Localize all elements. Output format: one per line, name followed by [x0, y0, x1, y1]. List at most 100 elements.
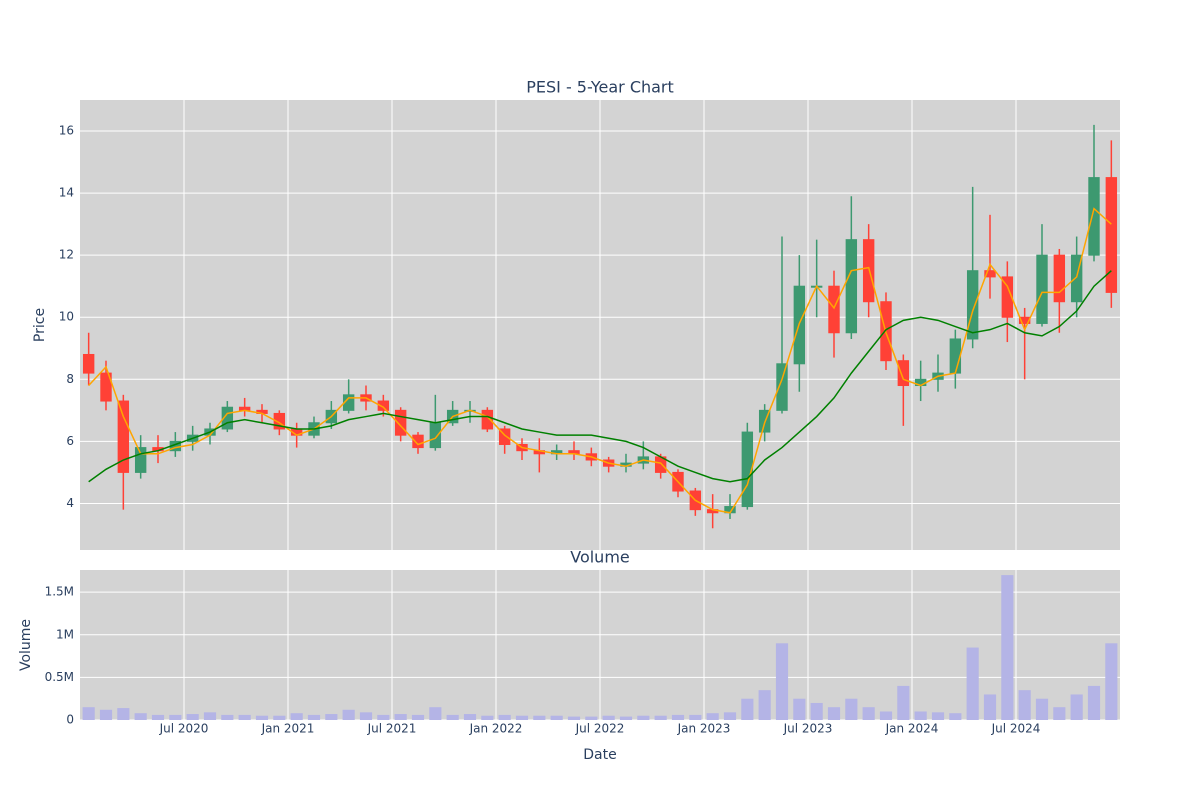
volume-bar [879, 711, 893, 720]
volume-bar [1018, 690, 1031, 720]
volume-bar [498, 714, 511, 720]
x-tick-label: Jul 2024 [991, 722, 1041, 736]
y-tick-label: 10 [59, 310, 74, 324]
volume-bar [481, 715, 494, 720]
x-tick-label: Jan 2022 [469, 722, 523, 736]
y-tick-label: 8 [66, 372, 74, 386]
candle-body [776, 363, 788, 411]
volume-bar [186, 714, 199, 720]
volume-bar [533, 715, 546, 720]
volume-bar [429, 707, 442, 720]
x-tick-label: Jan 2024 [885, 722, 939, 736]
candle-body [100, 372, 112, 402]
volume-bar [671, 714, 685, 720]
volume-bar [411, 714, 425, 720]
candle-body [1070, 254, 1083, 303]
volume-bar [637, 715, 650, 720]
candle-body [134, 447, 147, 473]
candle-body [741, 431, 754, 508]
volume-bar [134, 713, 147, 720]
candle-body [221, 406, 234, 430]
volume-bar [862, 707, 875, 720]
candle-body [1088, 177, 1100, 256]
volume-bar [983, 694, 997, 720]
volume-bar [706, 713, 719, 720]
volume-bar [99, 709, 113, 720]
volume-bar [221, 714, 234, 720]
y-axis-title: Price [32, 308, 48, 342]
candle-body [1018, 316, 1031, 324]
y-tick-label: 14 [59, 186, 74, 200]
volume-bar [775, 643, 789, 720]
y-tick-label: 0 [66, 713, 74, 727]
volume-bar [723, 712, 737, 720]
candle-body [862, 239, 875, 303]
volume-bar [273, 715, 286, 720]
volume-bar [515, 715, 529, 720]
y-tick-label: 16 [59, 124, 74, 138]
candle-body [429, 422, 442, 449]
volume-axis-title: Volume [18, 619, 34, 671]
volume-bar [619, 716, 633, 720]
candle-body [481, 409, 494, 430]
volume-bar [169, 714, 182, 720]
volume-bar [325, 714, 338, 720]
volume-bar [255, 715, 269, 720]
x-tick-label: Jan 2021 [261, 722, 315, 736]
volume-bar [394, 714, 407, 720]
candle-body [1105, 177, 1118, 293]
volume-bar [238, 714, 251, 720]
candle-body [1036, 254, 1048, 324]
volume-bar [203, 712, 217, 720]
y-tick-label: 12 [59, 248, 74, 262]
volume-bar [446, 714, 459, 720]
chart-title: PESI - 5-Year Chart [526, 78, 674, 97]
candle-body [984, 270, 996, 278]
candle-body [897, 360, 910, 387]
volume-bar [1105, 643, 1118, 720]
volume-bar [151, 714, 165, 720]
volume-bar [585, 716, 598, 720]
volume-bar [793, 698, 806, 720]
volume-title: Volume [570, 548, 630, 567]
volume-bar [914, 711, 927, 720]
moving-average-line [88, 270, 1112, 483]
volume-bar [654, 715, 667, 720]
x-tick-label: Jan 2023 [677, 722, 731, 736]
volume-bar [342, 709, 355, 720]
candle-body [966, 270, 979, 340]
candle-body [845, 239, 858, 334]
volume-bar [931, 712, 945, 720]
volume-bar [827, 707, 841, 720]
volume-bar [1087, 685, 1101, 720]
candle-body [1001, 276, 1014, 318]
candle-body [412, 434, 424, 449]
volume-bar [689, 714, 702, 720]
x-tick-label: Jul 2021 [367, 722, 417, 736]
volume-bar [567, 716, 581, 720]
volume-bar [949, 713, 962, 720]
volume-bar [1035, 698, 1049, 720]
x-tick-label: Jul 2020 [159, 722, 209, 736]
volume-bar [550, 715, 563, 720]
volume-bar [966, 647, 979, 720]
candle-body [498, 428, 511, 445]
volume-bar [463, 714, 477, 720]
volume-bar [1070, 694, 1083, 720]
y-tick-label: 1M [56, 627, 74, 641]
y-tick-label: 0.5M [45, 670, 74, 684]
volume-bar [897, 685, 910, 720]
candle-body [949, 338, 962, 374]
volume-bar [377, 714, 390, 720]
candle-body [377, 400, 390, 411]
x-tick-label: Jul 2023 [783, 722, 833, 736]
volume-bar [82, 707, 95, 720]
volume-bar [810, 702, 823, 720]
volume-bar [1001, 575, 1014, 720]
y-tick-label: 6 [66, 434, 74, 448]
x-tick-label: Jul 2022 [575, 722, 625, 736]
candle-body [394, 409, 407, 436]
candle-body [117, 400, 130, 473]
